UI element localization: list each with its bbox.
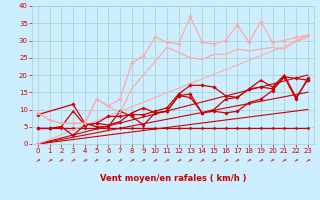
Text: →: → (305, 156, 311, 163)
Text: →: → (246, 156, 252, 163)
Text: →: → (164, 156, 170, 163)
Text: →: → (58, 156, 65, 163)
Text: →: → (281, 156, 287, 163)
Text: →: → (234, 156, 241, 163)
Text: →: → (82, 156, 88, 163)
X-axis label: Vent moyen/en rafales ( km/h ): Vent moyen/en rafales ( km/h ) (100, 174, 246, 183)
Text: →: → (93, 156, 100, 163)
Text: →: → (187, 156, 194, 163)
Text: →: → (222, 156, 229, 163)
Text: →: → (117, 156, 123, 163)
Text: →: → (211, 156, 217, 163)
Text: →: → (269, 156, 276, 163)
Text: →: → (152, 156, 158, 163)
Text: →: → (175, 156, 182, 163)
Text: →: → (70, 156, 76, 163)
Text: →: → (46, 156, 53, 163)
Text: →: → (140, 156, 147, 163)
Text: →: → (105, 156, 111, 163)
Text: →: → (199, 156, 205, 163)
Text: →: → (293, 156, 299, 163)
Text: →: → (129, 156, 135, 163)
Text: →: → (35, 156, 41, 163)
Text: →: → (258, 156, 264, 163)
